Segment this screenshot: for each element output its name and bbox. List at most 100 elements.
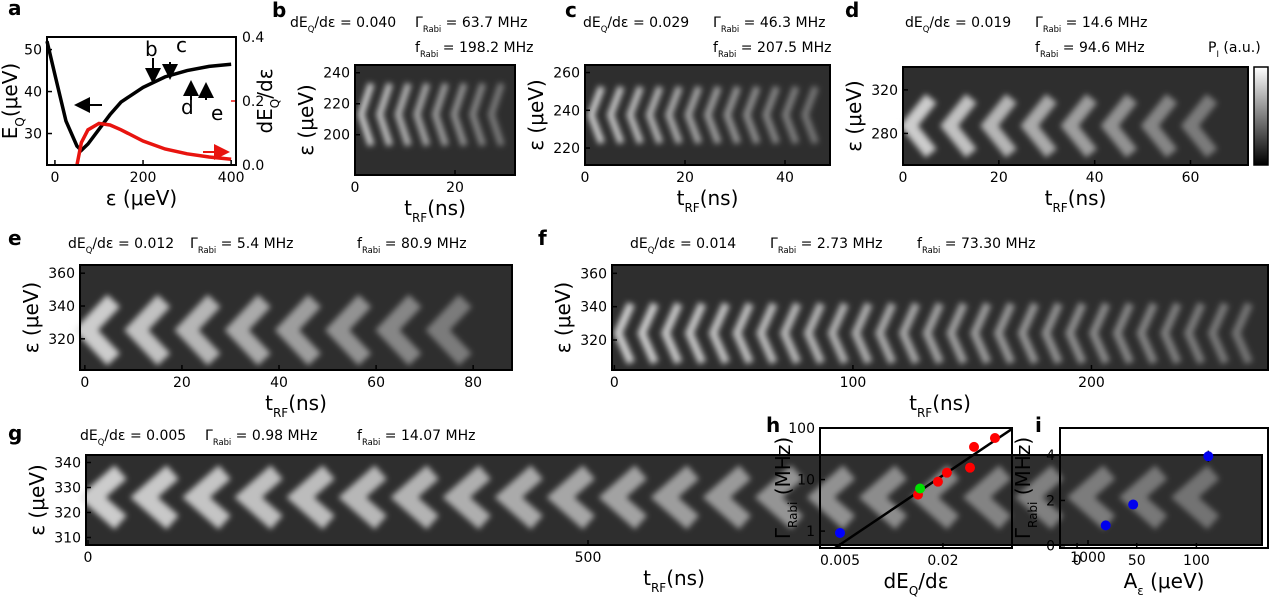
- panel-a-arrows: [74, 58, 230, 160]
- oscillation: [1160, 302, 1182, 365]
- annotation: ΓRabi = 63.7 MHz: [415, 15, 527, 34]
- oscillation: [946, 302, 968, 365]
- x-tick-label: 0: [84, 550, 93, 566]
- oscillation: [1100, 93, 1138, 158]
- x-axis-label: tRF(ns): [909, 391, 971, 420]
- text-part: Q: [909, 584, 918, 598]
- panel-letter: a: [8, 0, 22, 20]
- y-tick-label: 0: [1046, 539, 1055, 555]
- oscillation: [606, 85, 625, 145]
- x-axis-label: tRF(ns): [404, 196, 466, 225]
- y-tick-label: 10: [797, 473, 815, 489]
- plot-frame: [902, 66, 1249, 166]
- data-point: [969, 441, 980, 452]
- text-part: Γ: [415, 15, 423, 31]
- colorbar-label: PI (a.u.): [1208, 40, 1261, 59]
- text-part: /dε = 0.040: [314, 15, 396, 31]
- x-axis-label: dEQ/dε: [883, 569, 948, 598]
- oscillation: [357, 82, 375, 147]
- text-part: dE: [290, 15, 308, 31]
- oscillation: [754, 465, 804, 530]
- text-part: Q: [86, 245, 93, 255]
- text-part: = 14.6 MHz: [1061, 15, 1147, 31]
- data-line: [45, 40, 232, 153]
- oscillation: [781, 85, 800, 145]
- text-part: Q: [308, 24, 315, 34]
- oscillation: [394, 82, 412, 147]
- oscillation: [708, 302, 730, 365]
- y-tick-label: 340: [54, 456, 81, 472]
- oscillation: [1020, 93, 1057, 158]
- oscillation: [487, 82, 505, 147]
- text-part: (MHz): [771, 437, 795, 502]
- text-part: f: [357, 236, 363, 252]
- plot-frame: [85, 454, 1263, 546]
- x-tick-label: 40: [776, 170, 794, 186]
- y-tick-label: 220: [323, 97, 350, 113]
- y-tick-label: 100: [788, 421, 815, 437]
- oscillation: [851, 302, 873, 365]
- plot-frame: [819, 427, 1013, 549]
- oscillation: [922, 302, 944, 365]
- annotation: ΓRabi = 46.3 MHz: [713, 15, 825, 34]
- oscillation: [1041, 302, 1063, 365]
- panel-letter: e: [8, 226, 22, 250]
- text-part: Q: [923, 24, 930, 34]
- text-part: Rabi: [922, 245, 940, 255]
- oscillation: [684, 85, 703, 145]
- y2-tick-label: 0.0: [242, 158, 264, 174]
- annotation: ΓRabi = 2.73 MHz: [770, 236, 882, 255]
- oscillation: [442, 465, 491, 530]
- text-part: = 5.4 MHz: [216, 236, 293, 252]
- text-part: = 2.73 MHz: [796, 236, 882, 252]
- y-axis-label: ε (μeV): [551, 282, 575, 353]
- y-tick-label: 320: [54, 506, 81, 522]
- x-axis-label: tRF(ns): [643, 566, 705, 595]
- annotation: dEQ/dε = 0.019: [905, 15, 1011, 34]
- text-part: Γ: [1011, 527, 1035, 539]
- annotation: fRabi = 207.5 MHz: [713, 40, 831, 59]
- oscillation: [1136, 302, 1158, 365]
- oscillation: [684, 302, 707, 365]
- oscillation: [827, 302, 849, 365]
- text-part: Rabi: [213, 437, 231, 447]
- oscillation: [702, 465, 752, 530]
- oscillation: [898, 302, 921, 365]
- x-tick-label: 0.02: [927, 553, 958, 569]
- text-part: ε (μeV): [551, 282, 575, 353]
- text-part: /dε = 0.014: [654, 236, 736, 252]
- x-tick-label: 200: [130, 170, 157, 186]
- text-part: f: [713, 40, 719, 56]
- x-tick-label: 0: [351, 180, 360, 196]
- text-part: ε (μeV): [524, 79, 548, 150]
- oscillation: [645, 85, 664, 145]
- oscillation: [376, 82, 393, 147]
- text-part: Γ: [205, 428, 213, 444]
- x-tick-label: 500: [575, 550, 602, 566]
- y2-tick-label: 0.4: [242, 30, 264, 46]
- text-part: Q: [601, 24, 608, 34]
- oscillation: [993, 302, 1016, 365]
- text-part: (μeV): [1144, 569, 1205, 593]
- heatmap-pattern: [73, 294, 472, 366]
- text-part: (ns): [1068, 186, 1107, 210]
- text-part: /dε: [918, 569, 948, 593]
- oscillation: [801, 85, 819, 145]
- heatmap-pattern: [613, 302, 1253, 365]
- annotation: fRabi = 14.07 MHz: [357, 428, 475, 447]
- plot-frame: [354, 64, 516, 176]
- text-part: Rabi: [362, 245, 380, 255]
- x-axis-label: tRF(ns): [677, 186, 739, 215]
- oscillation: [962, 465, 1012, 530]
- x-tick-label: 0: [50, 170, 59, 186]
- text-part: (ns): [427, 196, 466, 220]
- oscillation: [665, 85, 683, 145]
- x-tick-label: 0: [581, 170, 590, 186]
- oscillation: [899, 93, 937, 158]
- text-part: RF: [917, 406, 932, 420]
- text-part: dE: [80, 428, 98, 444]
- heatmap-pattern: [357, 82, 505, 147]
- oscillation: [390, 465, 439, 530]
- text-part: (a.u.): [1219, 40, 1261, 56]
